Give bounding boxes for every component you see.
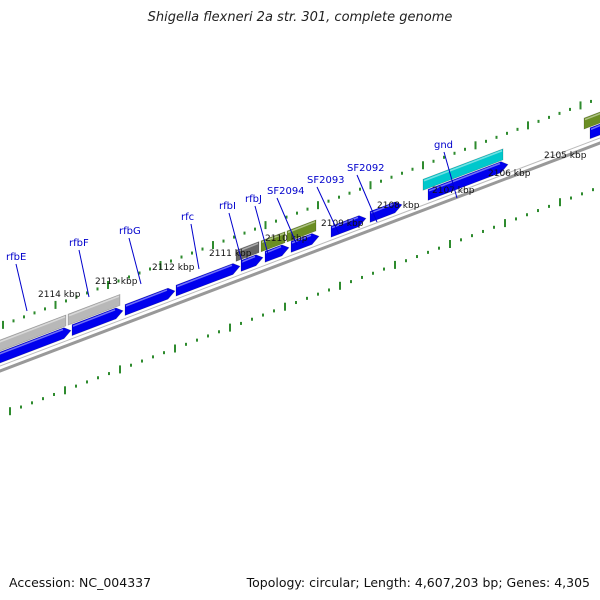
scale-label: 2110 kbp	[265, 234, 308, 244]
gene-leader-line	[128, 237, 142, 285]
cds-rfbG-arrow-body	[124, 287, 176, 316]
gene-label-rfbI[interactable]: rfbI	[219, 201, 236, 212]
gene-leader-line	[228, 212, 243, 263]
gene-label-rfbE[interactable]: rfbE	[6, 252, 26, 263]
cds-rfbJ-arrow-body	[264, 244, 290, 263]
gene-label-rfbG[interactable]: rfbG	[119, 226, 141, 237]
cds-rfbI-arrow-body	[240, 254, 264, 272]
gene-label-rfc[interactable]: rfc	[181, 212, 194, 223]
gene-edge-block-body	[583, 111, 600, 130]
gene-leader-line	[356, 174, 378, 223]
inner-tick-track	[9, 188, 594, 416]
gene-SF2094-block-body	[286, 219, 317, 243]
gene-rfbI-block	[235, 241, 260, 262]
scale-label: 2106 kbp	[488, 169, 531, 179]
outer-tick-track	[2, 99, 592, 329]
cds-rfbF-arrow-shine	[72, 309, 116, 327]
gene-rfbJ-block-body	[260, 231, 286, 253]
cds-rfbJ-arrow	[264, 244, 290, 263]
cds-edge-arrow-body	[589, 123, 600, 140]
cds-SF2093-arrow-body	[330, 215, 367, 238]
cds-rfc-arrow	[175, 263, 241, 297]
gene-rfbJ-block-shine	[261, 232, 285, 244]
cds-rfbG-arrow-shine	[125, 289, 168, 307]
gene-rfbI-block-shine	[236, 242, 259, 253]
gene-gnd-block	[422, 148, 504, 191]
gene-edge-block-shine	[584, 112, 600, 121]
gene-label-gnd[interactable]: gnd	[434, 140, 453, 151]
gene-rfbE-block	[0, 314, 67, 352]
gene-label-rfbJ[interactable]: rfbJ	[245, 194, 262, 205]
genome-backbone	[0, 137, 600, 373]
cds-SF2092-arrow	[369, 201, 403, 223]
gene-leader-line	[254, 205, 269, 255]
cds-rfbE-arrow-body	[0, 327, 72, 364]
scale-label: 2108 kbp	[377, 201, 420, 211]
genome-summary-text: Topology: circular; Length: 4,607,203 bp…	[246, 575, 590, 590]
gene-leader-line	[316, 186, 340, 235]
cds-rfbI-arrow-shine	[241, 255, 256, 263]
cds-edge-arrow-shine	[590, 124, 600, 130]
scale-label: 2114 kbp	[38, 290, 81, 300]
gene-label-SF2093[interactable]: SF2093	[307, 175, 345, 186]
gene-leader-line	[190, 223, 200, 270]
scale-label: 2107 kbp	[432, 186, 475, 196]
cds-rfbE-arrow-shine	[0, 328, 64, 355]
scale-label: 2105 kbp	[544, 151, 587, 161]
gene-label-rfbF[interactable]: rfbF	[69, 238, 89, 249]
scale-label: 2112 kbp	[152, 263, 195, 273]
gene-rfbF-block-shine	[68, 295, 120, 317]
cds-gnd-arrow-shine	[428, 162, 501, 192]
gene-labels: rfbE rfbF rfbG rfc rfbI rfbJ SF2094SF2093SF209…	[6, 140, 458, 312]
cds-SF2093-arrow-shine	[331, 216, 359, 229]
scale-label: 2113 kbp	[95, 277, 138, 287]
scale-label: 2109 kbp	[321, 219, 364, 229]
gene-track	[0, 111, 600, 352]
cds-edge-arrow	[589, 123, 600, 140]
gene-leader-line	[78, 249, 90, 298]
scale-label: 2111 kbp	[209, 249, 252, 259]
gene-edge-block	[583, 111, 600, 130]
cds-rfc-arrow-shine	[176, 264, 233, 288]
gene-rfbF-block-body	[67, 293, 121, 326]
gene-rfbI-block-body	[235, 241, 260, 262]
gene-rfbE-block-body	[0, 314, 67, 352]
cds-SF2092-arrow-body	[369, 201, 403, 223]
gene-leader-line	[276, 197, 298, 246]
accession-text: Accession: NC_004337	[9, 575, 152, 590]
gene-rfbJ-block	[260, 231, 286, 253]
cds-rfbF-arrow-body	[71, 307, 124, 337]
gene-leader-line	[15, 263, 28, 312]
cds-rfbI-arrow	[240, 254, 264, 272]
cds-rfbG-arrow	[124, 287, 176, 316]
map-title: Shigella flexneri 2a str. 301, complete …	[147, 10, 453, 25]
gene-SF2094-block-shine	[287, 221, 316, 234]
cds-rfbF-arrow	[71, 307, 124, 337]
gene-gnd-block-body	[422, 148, 504, 191]
cds-SF2094-arrow-body	[290, 233, 320, 253]
cds-gnd-arrow	[427, 161, 509, 201]
cds-SF2092-arrow-shine	[370, 203, 395, 214]
cds-rfc-arrow-body	[175, 263, 241, 297]
cds-SF2093-arrow	[330, 215, 367, 238]
backbone-line	[0, 141, 600, 373]
cds-rfbE-arrow	[0, 327, 72, 364]
scale-labels: 2114 kbp 2113 kbp 2112 kbp 2111 kbp 2110 kbp…	[38, 151, 587, 300]
gene-rfbF-block	[67, 293, 121, 326]
gene-leader-line	[443, 151, 458, 199]
gene-gnd-block-shine	[423, 150, 503, 182]
cds-track	[0, 123, 600, 364]
cds-rfbJ-arrow-shine	[265, 246, 282, 254]
cds-gnd-arrow-body	[427, 161, 509, 201]
backbone-highlight-line	[0, 137, 600, 367]
gene-rfbE-block-shine	[0, 316, 66, 343]
gene-label-SF2094[interactable]: SF2094	[267, 186, 305, 197]
gene-label-SF2092[interactable]: SF2092	[347, 163, 385, 174]
gene-SF2094-block	[286, 219, 317, 243]
